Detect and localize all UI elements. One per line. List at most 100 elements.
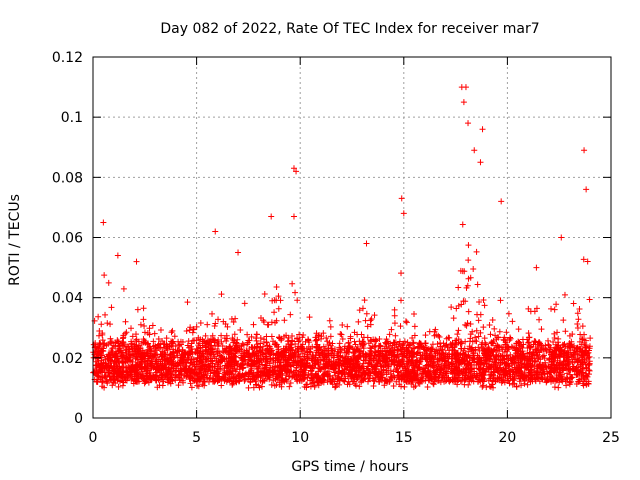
data-point	[98, 321, 105, 328]
data-point	[194, 354, 201, 361]
data-point	[292, 289, 299, 296]
data-point	[359, 305, 366, 312]
data-point	[144, 330, 151, 337]
data-point	[178, 375, 185, 382]
data-point	[273, 297, 280, 304]
data-point	[521, 380, 528, 387]
data-point	[494, 367, 501, 374]
data-point	[371, 343, 378, 350]
data-point	[336, 381, 343, 388]
data-point	[218, 356, 225, 363]
data-point	[561, 291, 568, 298]
data-point	[235, 249, 242, 256]
data-point	[294, 354, 301, 361]
data-point	[533, 349, 540, 356]
data-point	[514, 371, 521, 378]
data-point	[376, 349, 383, 356]
data-point	[489, 317, 496, 324]
data-point	[527, 366, 534, 373]
data-point	[348, 375, 355, 382]
data-point	[548, 305, 555, 312]
data-point	[500, 366, 507, 373]
data-point	[275, 293, 282, 300]
data-point	[458, 340, 465, 347]
data-point	[541, 370, 548, 377]
data-point	[571, 358, 578, 365]
data-point	[187, 380, 194, 387]
data-point	[376, 335, 383, 342]
data-point	[536, 316, 543, 323]
data-point	[375, 373, 382, 380]
data-point	[538, 326, 545, 333]
data-point	[524, 350, 531, 357]
data-point	[109, 382, 116, 389]
data-point	[578, 372, 585, 379]
data-point	[141, 322, 148, 329]
data-point	[518, 382, 525, 389]
data-point	[410, 339, 417, 346]
data-point	[335, 376, 342, 383]
data-point	[223, 345, 230, 352]
data-point	[113, 353, 120, 360]
data-point	[305, 371, 312, 378]
data-point	[524, 344, 531, 351]
data-point	[159, 376, 166, 383]
data-point	[263, 355, 270, 362]
data-point	[574, 310, 581, 317]
data-point	[149, 351, 156, 358]
data-point	[144, 365, 151, 372]
data-point	[339, 336, 346, 343]
data-point	[159, 382, 166, 389]
data-point	[462, 298, 469, 305]
data-point	[160, 344, 167, 351]
data-point	[546, 357, 553, 364]
data-point	[445, 359, 452, 366]
data-point	[241, 356, 248, 363]
data-point	[190, 326, 197, 333]
data-point	[390, 383, 397, 390]
data-point	[287, 311, 294, 318]
data-point	[468, 365, 475, 372]
data-point	[514, 346, 521, 353]
data-point	[527, 357, 534, 364]
data-point	[335, 359, 342, 366]
data-point	[277, 350, 284, 357]
data-point	[400, 340, 407, 347]
data-point	[157, 360, 164, 367]
data-point	[351, 338, 358, 345]
data-point	[305, 344, 312, 351]
data-point	[101, 384, 108, 391]
y-tick-label: 0	[74, 411, 83, 427]
data-point	[202, 332, 209, 339]
chart-title: Day 082 of 2022, Rate Of TEC Index for r…	[160, 21, 539, 37]
data-point	[465, 308, 472, 315]
data-point	[467, 320, 474, 327]
data-point	[161, 372, 168, 379]
data-point	[347, 335, 354, 342]
data-point	[245, 384, 252, 391]
data-point	[487, 375, 494, 382]
data-point	[520, 353, 527, 360]
data-point	[104, 320, 111, 327]
data-point	[462, 321, 469, 328]
data-point	[146, 325, 153, 332]
data-point	[285, 352, 292, 359]
data-point	[140, 375, 147, 382]
data-point	[272, 375, 279, 382]
data-point	[462, 84, 469, 91]
data-point	[535, 339, 542, 346]
data-point	[191, 337, 198, 344]
data-point	[296, 377, 303, 384]
data-point	[427, 351, 434, 358]
data-point	[158, 365, 165, 372]
data-point	[248, 363, 255, 370]
data-point	[242, 358, 249, 365]
data-point	[567, 341, 574, 348]
data-point	[403, 345, 410, 352]
data-point	[214, 368, 221, 375]
data-point	[115, 369, 122, 376]
data-point	[436, 333, 443, 340]
data-point	[326, 339, 333, 346]
data-point	[95, 313, 102, 320]
